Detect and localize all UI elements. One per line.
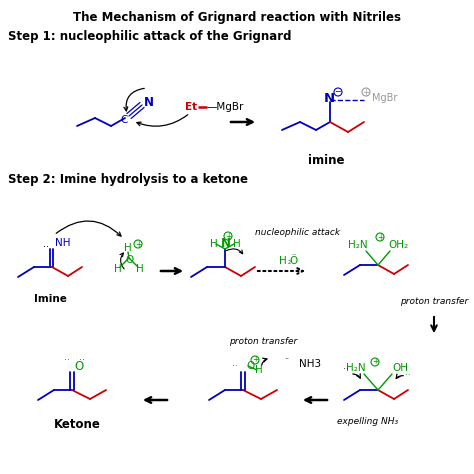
Text: OH: OH [392, 363, 408, 373]
Text: O: O [126, 255, 134, 265]
Text: NH3: NH3 [299, 359, 321, 369]
Text: N: N [144, 95, 154, 109]
Text: imine: imine [308, 154, 344, 166]
Text: H₂N: H₂N [346, 363, 366, 373]
Text: +: + [363, 88, 369, 97]
Text: H: H [136, 264, 144, 274]
Text: expelling NH₃: expelling NH₃ [337, 418, 399, 427]
Text: H: H [233, 239, 241, 249]
Text: N: N [221, 237, 231, 249]
FancyArrowPatch shape [120, 253, 124, 269]
FancyArrowPatch shape [258, 268, 303, 274]
Text: O: O [246, 361, 254, 371]
Text: proton transfer: proton transfer [400, 298, 468, 307]
Text: −: − [335, 88, 341, 97]
Text: ··: ·· [64, 355, 70, 365]
Text: H₂N: H₂N [348, 240, 368, 250]
FancyArrowPatch shape [124, 88, 144, 111]
Text: N: N [323, 91, 335, 104]
FancyArrowPatch shape [431, 317, 437, 331]
Text: MgBr: MgBr [372, 93, 397, 103]
Text: ··: ·· [405, 372, 411, 381]
Text: +: + [372, 357, 378, 366]
FancyArrowPatch shape [306, 397, 327, 403]
Text: nucleophilic attack: nucleophilic attack [255, 228, 340, 237]
Text: ··: ·· [43, 242, 49, 252]
Text: Imine: Imine [34, 294, 67, 304]
Text: Et: Et [185, 102, 197, 112]
Text: C: C [120, 115, 128, 125]
Text: Step 1: nucleophilic attack of the Grignard: Step 1: nucleophilic attack of the Grign… [8, 30, 292, 43]
Text: +: + [135, 239, 141, 248]
FancyArrowPatch shape [56, 221, 121, 236]
Text: +: + [377, 233, 383, 241]
Text: ₂: ₂ [287, 256, 291, 265]
Text: Step 2: Imine hydrolysis to a ketone: Step 2: Imine hydrolysis to a ketone [8, 173, 248, 186]
FancyArrowPatch shape [396, 374, 403, 378]
Text: +: + [225, 231, 231, 240]
Text: —MgBr: —MgBr [207, 102, 245, 112]
FancyArrowPatch shape [262, 358, 267, 365]
Text: +: + [252, 356, 258, 365]
Text: The Mechanism of Grignard reaction with Nitriles: The Mechanism of Grignard reaction with … [73, 11, 401, 24]
Text: proton transfer: proton transfer [229, 337, 297, 346]
FancyArrowPatch shape [146, 397, 167, 403]
FancyArrowPatch shape [137, 115, 188, 126]
Text: H: H [255, 365, 263, 375]
Text: H: H [210, 239, 218, 249]
Text: H: H [124, 243, 132, 253]
Text: H: H [279, 256, 287, 266]
Text: ··: ·· [343, 365, 349, 374]
Text: ··: ·· [79, 355, 85, 365]
Text: Ketone: Ketone [54, 418, 101, 430]
Text: H: H [114, 264, 122, 274]
FancyArrowPatch shape [231, 119, 253, 125]
Text: Ö: Ö [290, 256, 298, 266]
FancyArrowPatch shape [161, 268, 181, 274]
Text: OH₂: OH₂ [388, 240, 408, 250]
FancyArrowPatch shape [353, 374, 360, 378]
FancyArrowPatch shape [227, 249, 243, 254]
Text: NH: NH [55, 238, 71, 248]
Text: ··: ·· [232, 363, 238, 372]
Text: O: O [74, 359, 83, 373]
Text: ··: ·· [284, 356, 290, 365]
